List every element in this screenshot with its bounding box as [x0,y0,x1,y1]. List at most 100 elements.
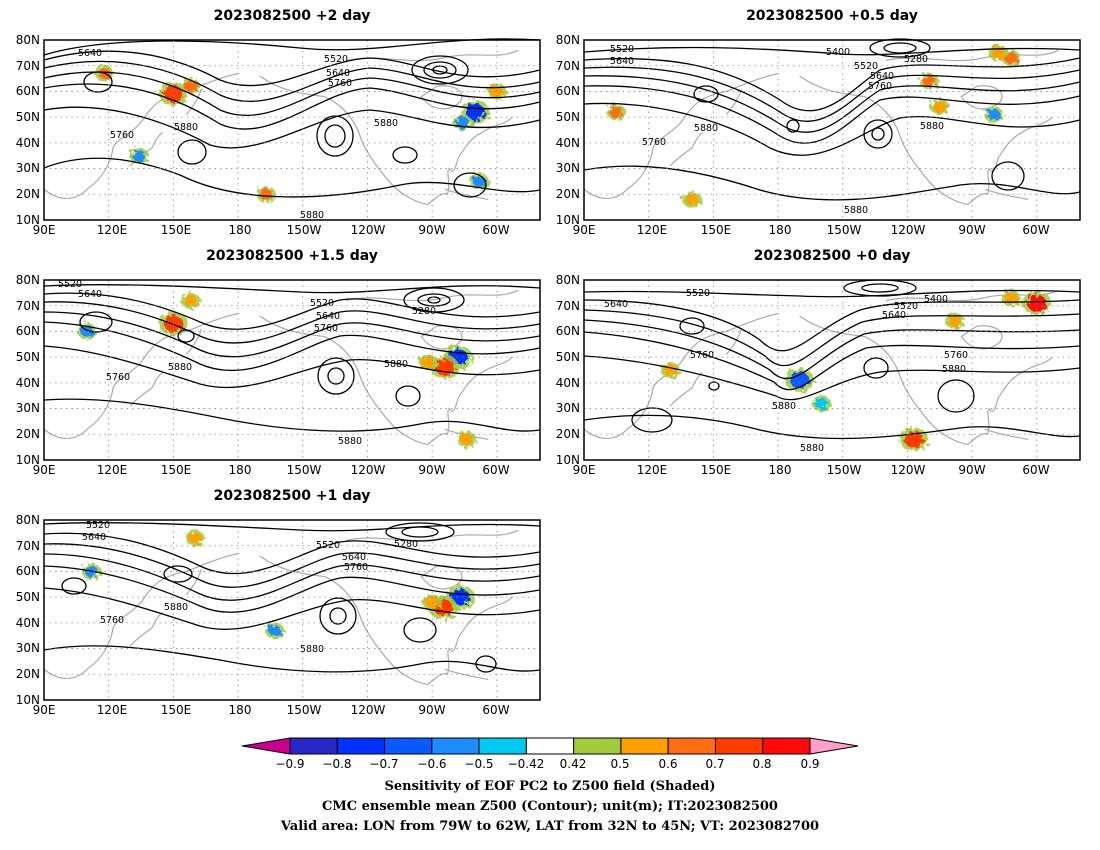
coastline-arctic-islands [345,289,519,302]
lon-tick: 120E [97,223,128,237]
colorbar-box [620,737,669,755]
sensitivity-patch [425,596,439,608]
lat-tick: 10N [556,453,580,467]
sensitivity-shading [606,44,1021,208]
sensitivity-patch [814,397,828,410]
latitude-tick-labels: 80N 70N 60N 50N 40N 30N 20N 10N [16,273,40,467]
lat-tick: 20N [16,187,40,201]
lon-tick: 120W [891,223,926,237]
lat-tick: 40N [556,376,580,390]
colorbar-box [714,737,764,755]
coastline-hudson-bay [420,85,463,110]
lon-tick: 120E [637,223,668,237]
caption-line: Valid area: LON from 79W to 62W, LAT fro… [280,819,819,834]
lat-tick: 30N [556,401,580,415]
sensitivity-patch [490,85,504,98]
lat-tick: 70N [16,539,40,553]
lon-tick: 90E [573,223,596,237]
coastline-japan [129,372,163,407]
colorbar-box [431,737,480,755]
map-frame [43,519,541,701]
contour-label: 5880 [920,121,944,132]
contour-label: 5520 [686,288,710,299]
gridlines [584,280,1080,460]
lon-tick: 180 [229,703,252,717]
contour-labels: 5520 5640 5520 5640 5760 5280 5760 5880 … [58,279,436,447]
contour-label: 5520 [610,44,634,55]
colorbar-box [762,737,811,755]
lon-tick: 60W [482,703,509,717]
colorbar-tick: 0.7 [705,757,724,771]
sensitivity-patch [421,356,435,368]
longitude-tick-labels: 90E 120E 150E 180 150W 120W 90W 60W [573,223,1050,237]
sensitivity-patch [163,315,183,333]
lat-tick: 20N [16,427,40,441]
lat-tick: 80N [16,33,40,47]
lon-tick: 90W [418,703,445,717]
colorbar-box [478,737,527,755]
coastline-hudson-bay [960,85,1003,110]
colorbar-box [667,737,716,755]
lat-tick: 20N [16,667,40,681]
colorbar-high-arrow [809,737,859,755]
gridlines [44,40,540,220]
coastline-caribbean [444,188,489,201]
contour-label: 5760 [328,78,352,89]
contour-label: 5880 [174,122,198,133]
lat-tick: 40N [16,616,40,630]
contour-labels: 5520 5640 5520 5400 5640 5760 5760 5880 … [604,288,968,454]
panel-title: 2023082500 +1 day [214,488,371,504]
contour-label: 5880 [168,362,192,373]
lat-tick: 20N [556,427,580,441]
contour-label: 5640 [604,299,628,310]
contour-label: 5640 [78,48,102,59]
coastlines [43,289,519,446]
lon-tick: 150W [287,703,322,717]
sensitivity-patch [987,108,1001,121]
lon-tick: 120W [351,463,386,477]
colorbar-boxes [289,737,811,755]
lon-tick: 120E [637,463,668,477]
contour-label: 5400 [826,47,850,58]
colorbar-tick: 0.9 [800,757,819,771]
contour-label: 5640 [870,71,894,82]
sensitivity-patch [991,47,1005,59]
sensitivity-patch [663,364,677,376]
lon-tick: 90E [33,223,56,237]
contour-label: 5760 [106,372,130,383]
lat-tick: 10N [16,213,40,227]
contour-label: 5640 [342,552,366,563]
lon-tick: 150E [161,703,192,717]
lon-tick: 120E [97,703,128,717]
map-panel-plus-1-day: 2023082500 +1 day 5520 5640 5520 5280 56 [16,488,541,717]
panel-title: 2023082500 +0 day [754,248,911,264]
coastline-japan [669,132,703,167]
sensitivity-patch [933,101,947,113]
lat-tick: 50N [16,110,40,124]
lon-tick: 180 [229,223,252,237]
contour-label: 5280 [904,54,928,65]
coastline-north-america [259,315,513,446]
lon-tick: 90W [418,223,445,237]
contour-label: 5880 [164,602,188,613]
contour-label: 5400 [924,294,948,305]
lat-tick: 50N [16,350,40,364]
map-frame [583,279,1081,461]
coastline-north-america [799,75,1053,206]
contour-label: 5880 [300,210,324,221]
lon-tick: 150W [287,223,322,237]
longitude-tick-labels: 90E 120E 150E 180 150W 120W 90W 60W [33,223,510,237]
lon-tick: 90E [33,463,56,477]
lat-tick: 70N [556,59,580,73]
coastline-arctic-islands [885,49,1059,62]
lat-tick: 50N [556,350,580,364]
colorbar-box [336,737,386,755]
contour-label: 5760 [344,562,368,573]
lon-tick: 60W [482,463,509,477]
contour-label: 5280 [412,306,436,317]
lon-tick: 90W [958,223,985,237]
latitude-tick-labels: 80N 70N 60N 50N 40N 30N 20N 10N [556,33,580,227]
contour-label: 5640 [78,289,102,300]
contour-label: 5760 [100,615,124,626]
coastline-asia [43,72,239,200]
